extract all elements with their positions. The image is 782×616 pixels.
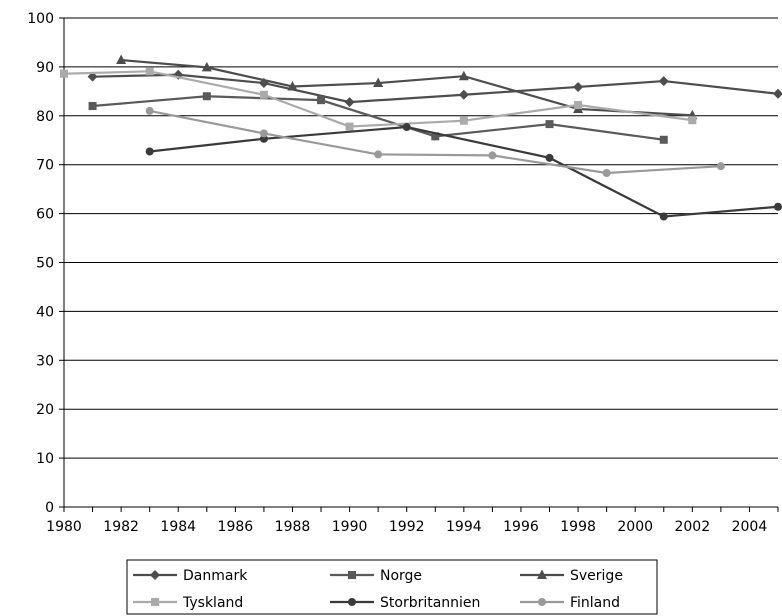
- legend-label: Storbritannien: [380, 595, 480, 611]
- data-point: [259, 129, 268, 138]
- y-tick-label: 90: [36, 60, 54, 76]
- series-tyskland: [60, 67, 697, 131]
- x-tick-label: 1996: [503, 519, 539, 535]
- data-point: [374, 150, 383, 159]
- data-point: [60, 69, 68, 78]
- data-point: [716, 162, 725, 171]
- data-point: [688, 116, 697, 125]
- series-line: [149, 109, 721, 175]
- data-point: [431, 132, 440, 141]
- legend-item-sverige: Sverige: [520, 568, 623, 584]
- data-point: [573, 81, 584, 92]
- series-line: [149, 125, 779, 218]
- y-tick-label: 40: [36, 304, 54, 320]
- legend-label: Finland: [570, 595, 620, 611]
- series-finland: [145, 106, 725, 178]
- x-tick-label: 1980: [46, 519, 82, 535]
- legend-label: Norge: [380, 568, 422, 584]
- y-tick-label: 100: [27, 11, 54, 27]
- y-tick-label: 0: [45, 500, 54, 516]
- data-point: [87, 71, 98, 82]
- x-tick-label: 1992: [389, 519, 425, 535]
- series-line: [92, 73, 779, 104]
- data-point: [287, 80, 298, 91]
- legend-swatch-marker: [348, 598, 356, 606]
- data-point: [774, 202, 782, 211]
- legend-label: Sverige: [570, 568, 623, 584]
- legend-item-storbritannien: Storbritannien: [330, 595, 480, 611]
- data-point: [659, 212, 668, 221]
- legend-swatch-marker: [538, 598, 546, 606]
- data-point: [259, 90, 268, 99]
- data-point: [373, 77, 384, 88]
- data-point: [602, 169, 611, 178]
- data-point: [658, 76, 669, 87]
- x-tick-label: 2002: [674, 519, 710, 535]
- data-point: [459, 116, 468, 125]
- y-tick-label: 60: [36, 207, 54, 223]
- legend-box: [126, 559, 658, 615]
- data-point: [88, 102, 97, 111]
- legend-label: Tyskland: [182, 595, 243, 611]
- data-point: [145, 67, 154, 76]
- y-tick-label: 10: [36, 451, 54, 467]
- axes: 0 10 20 30 40 50 60 70 80 90 100 1980 1982 1984 1986 19…: [27, 11, 779, 535]
- legend-swatch-marker: [150, 570, 160, 580]
- x-tick-label: 2000: [617, 519, 653, 535]
- series-danmark: [87, 69, 782, 108]
- data-point: [317, 96, 326, 105]
- data-point: [116, 54, 127, 65]
- y-tick-label: 30: [36, 353, 54, 369]
- data-point: [545, 153, 554, 162]
- series-storbritannien: [145, 123, 782, 221]
- data-point: [458, 70, 469, 81]
- data-point: [145, 147, 154, 156]
- x-tick-label: 1988: [275, 519, 311, 535]
- data-point: [344, 97, 355, 108]
- x-tick-label: 1982: [103, 519, 139, 535]
- legend-swatch-marker: [348, 571, 356, 579]
- grid: [64, 17, 778, 459]
- legend-swatch-marker: [151, 598, 159, 606]
- data-point: [659, 135, 668, 144]
- legend-swatch-marker: [537, 569, 547, 579]
- y-tick-label: 50: [36, 256, 54, 272]
- legend-item-danmark: Danmark: [133, 568, 248, 584]
- x-tick-label: 1986: [218, 519, 254, 535]
- data-point: [202, 92, 211, 101]
- y-tick-label: 70: [36, 158, 54, 174]
- series-layer: [60, 54, 782, 221]
- data-point: [201, 61, 212, 72]
- data-point: [488, 151, 497, 160]
- data-point: [145, 106, 154, 115]
- x-tick-label: 1998: [560, 519, 596, 535]
- data-point: [402, 123, 411, 132]
- series-norge: [88, 92, 668, 144]
- x-tick-label: 1990: [332, 519, 368, 535]
- x-tick-label: 2004: [732, 519, 768, 535]
- data-point: [773, 88, 782, 99]
- x-tick-label: 1994: [446, 519, 482, 535]
- y-tick-label: 20: [36, 402, 54, 418]
- data-point: [345, 122, 354, 131]
- legend-label: Danmark: [183, 568, 248, 584]
- legend-item-finland: Finland: [520, 595, 620, 611]
- data-point: [545, 120, 554, 129]
- data-point: [458, 89, 469, 100]
- legend-item-tyskland: Tyskland: [133, 595, 243, 611]
- legend: Danmark Norge Sverige Tyskland Storbritannie…: [126, 559, 658, 615]
- legend-item-norge: Norge: [330, 568, 422, 584]
- x-tick-label: 1984: [160, 519, 196, 535]
- series-line: [92, 95, 664, 141]
- data-point: [574, 101, 583, 110]
- y-tick-label: 80: [36, 109, 54, 125]
